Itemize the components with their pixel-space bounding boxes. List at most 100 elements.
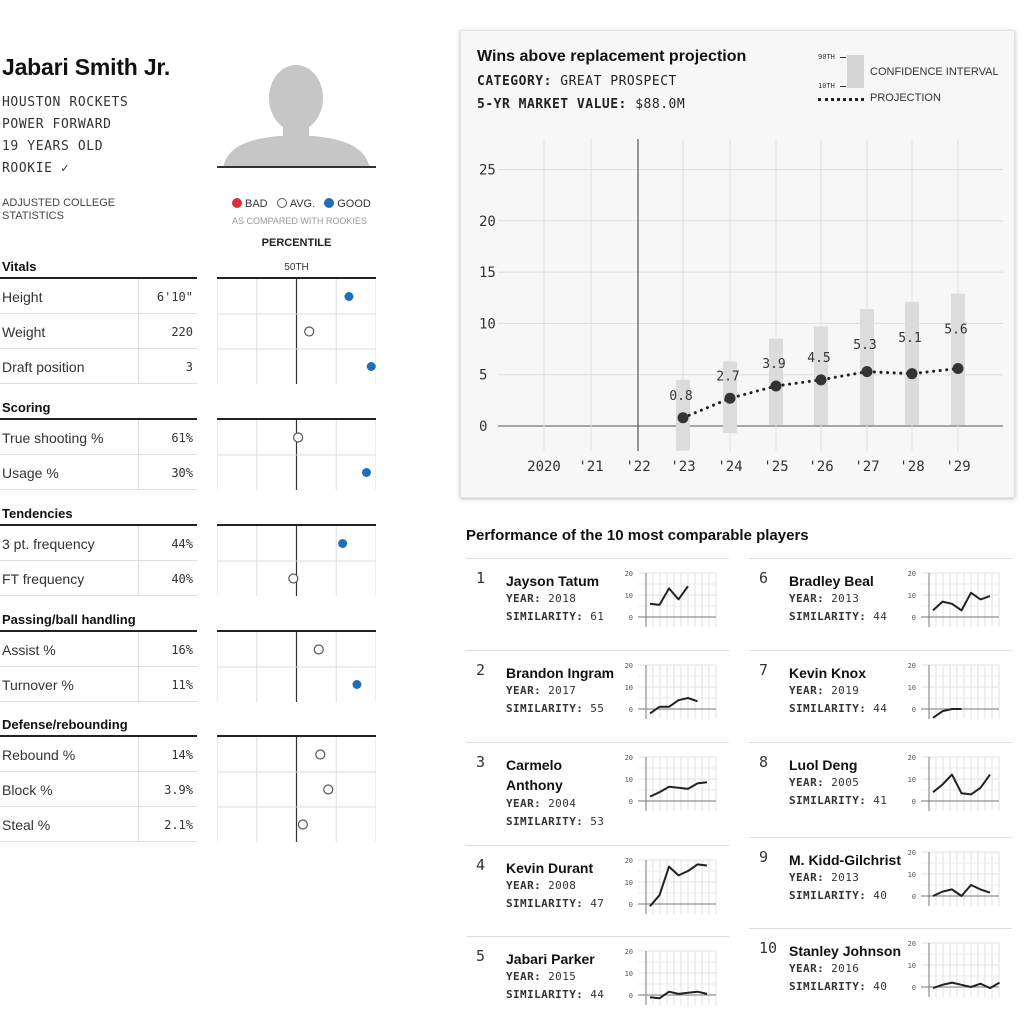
comparable-rank: 10: [759, 939, 778, 957]
war-y-tick: 20: [479, 214, 496, 230]
war-category: CATEGORY: GREAT PROSPECT: [477, 74, 677, 89]
spark-tick: 10: [625, 592, 633, 600]
war-data-label: 4.5: [807, 351, 830, 366]
comparable-name: M. Kidd-Gilchrist: [789, 852, 901, 868]
spark-line: [932, 591, 991, 612]
war-ci-bar: [905, 301, 919, 425]
year-value: 2016: [831, 962, 860, 975]
spark-tick: 0: [629, 992, 633, 1000]
similarity-label: SIMILARITY:: [789, 794, 867, 807]
stat-separator: [138, 526, 139, 561]
category-value: GREAT PROSPECT: [560, 74, 677, 89]
percentile-dot: [297, 819, 308, 830]
percentile-chart: [217, 737, 376, 842]
percentile-rule: [217, 735, 376, 737]
spark-line: [649, 781, 708, 798]
percentile-dot: [361, 468, 371, 477]
percentile-dot: [315, 749, 326, 760]
stat-label: True shooting %: [2, 430, 104, 446]
spark-tick: 10: [908, 592, 916, 600]
comparable-player: 9 M. Kidd-Gilchrist YEAR: 2013 SIMILARITY: …: [749, 837, 1012, 929]
stat-separator: [138, 807, 139, 842]
war-x-tick: '25: [763, 459, 788, 475]
spark-tick: 0: [912, 798, 916, 806]
comparable-player: 2 Brandon Ingram YEAR: 2017 SIMILARITY: 55 2…: [466, 650, 729, 742]
spark-tick: 20: [625, 754, 633, 762]
war-ci-bar: [951, 293, 965, 425]
percentile-chart: [217, 279, 376, 384]
year-label: YEAR:: [506, 797, 542, 810]
percentile-chart: [217, 526, 376, 596]
stat-label: 3 pt. frequency: [2, 536, 95, 552]
year-value: 2015: [548, 970, 577, 983]
stat-row: FT frequency 40%: [0, 561, 197, 596]
war-chart-card: 0 5 10 15 20 25 0.8 2.7 3.9 4.5 5.3 5.1 5.6 2020 '21 '2…: [460, 30, 1015, 498]
comparable-year: YEAR: 2016: [789, 962, 859, 975]
stat-label: FT frequency: [2, 571, 85, 587]
stat-label: Assist %: [2, 642, 56, 658]
spark-line: [932, 884, 991, 897]
comparable-year: YEAR: 2005: [789, 776, 859, 789]
war-y-tick: 25: [479, 163, 496, 179]
stat-row: True shooting % 61%: [0, 420, 197, 455]
spark-line: [649, 990, 708, 1000]
section-title: Vitals: [2, 259, 37, 274]
spark-tick: 20: [625, 948, 633, 956]
war-y-tick: 5: [479, 368, 487, 384]
spark-tick: 10: [625, 776, 633, 784]
spark-tick: 20: [908, 662, 916, 670]
year-value: 2008: [548, 879, 577, 892]
stat-separator: [138, 561, 139, 596]
comparable-rank: 6: [759, 569, 769, 587]
comparable-year: YEAR: 2017: [506, 684, 576, 697]
rating-legend: BAD AVG. GOOD: [232, 198, 371, 210]
legend-projection-swatch: [818, 98, 864, 101]
market-label: 5-YR MARKET VALUE:: [477, 97, 627, 112]
stat-value: 30%: [171, 466, 193, 480]
similarity-value: 40: [873, 980, 888, 993]
section-title: Defense/rebounding: [2, 717, 128, 732]
stat-label: Usage %: [2, 465, 59, 481]
comparable-rank: 4: [476, 856, 486, 874]
spark-line: [932, 708, 962, 719]
war-projection-point: [677, 412, 689, 424]
stat-value: 3: [185, 360, 193, 374]
war-projection-point: [724, 392, 736, 404]
stat-row: Assist % 16%: [0, 632, 197, 667]
comparable-rank: 9: [759, 848, 769, 866]
comparable-name: Stanley Johnson: [789, 943, 902, 959]
comparable-rank: 1: [476, 569, 486, 587]
similarity-value: 44: [873, 610, 888, 623]
comparable-similarity: SIMILARITY: 44: [789, 610, 887, 623]
comparable-rank: 3: [476, 753, 486, 771]
comparable-name: Carmelo Anthony: [506, 757, 563, 793]
year-label: YEAR:: [506, 592, 542, 605]
spark-tick: 20: [625, 570, 633, 578]
stat-label: Block %: [2, 782, 53, 798]
legend-good: GOOD: [337, 198, 371, 210]
similarity-value: 44: [873, 702, 888, 715]
similarity-label: SIMILARITY:: [789, 702, 867, 715]
spark-tick: 10: [908, 684, 916, 692]
comparable-year: YEAR: 2004: [506, 797, 576, 810]
stat-value: 2.1%: [164, 818, 193, 832]
comparable-sparkline: 20 10 0: [618, 945, 720, 1012]
year-value: 2018: [548, 592, 577, 605]
war-x-tick: '27: [854, 459, 879, 475]
percentile-dot: [344, 292, 354, 301]
legend-90th: 90TH: [818, 53, 835, 61]
stat-value: 14%: [171, 748, 193, 762]
comparable-name: Kevin Knox: [789, 665, 867, 681]
stat-value: 6'10": [156, 290, 193, 304]
comparables-title: Performance of the 10 most comparable pl…: [466, 527, 809, 544]
similarity-label: SIMILARITY:: [506, 610, 584, 623]
player-team: HOUSTON ROCKETS: [2, 95, 129, 110]
comparable-similarity: SIMILARITY: 40: [789, 889, 887, 902]
spark-tick: 10: [625, 970, 633, 978]
avg-dot-icon: [276, 198, 287, 208]
stat-separator: [138, 349, 139, 384]
percentile-dot: [288, 573, 299, 584]
comparable-player: 6 Bradley Beal YEAR: 2013 SIMILARITY: 44 20 1…: [749, 558, 1012, 650]
percentile-rule: [217, 418, 376, 420]
spark-tick: 0: [629, 798, 633, 806]
